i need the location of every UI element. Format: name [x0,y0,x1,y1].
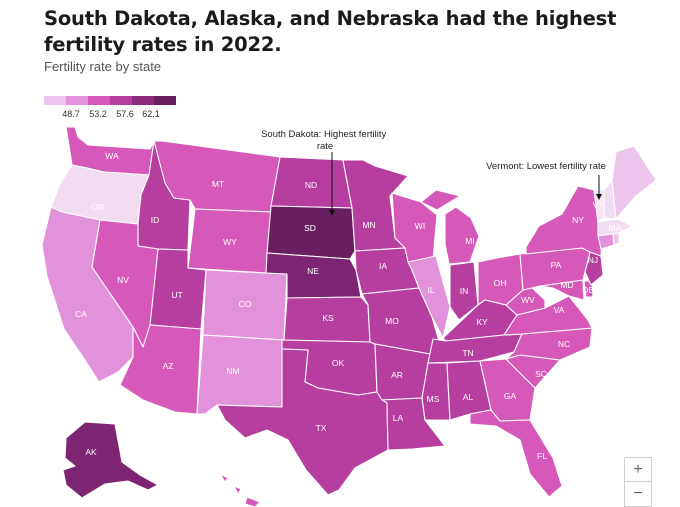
state-il[interactable] [407,255,451,339]
state-fl[interactable] [469,409,563,498]
annotation-text: South Dakota: Highest fertility rate [261,129,389,152]
annotation-arrowhead [596,194,602,200]
state-label-ar: AR [391,370,403,380]
state-label-nm: NM [226,366,239,376]
annotation-text: Vermont: Lowest fertility rate [486,161,606,172]
state-label-nv: NV [117,275,129,285]
zoom-out-button[interactable]: − [624,481,652,507]
chart-title: South Dakota, Alaska, and Nebraska had t… [44,7,617,56]
state-label-al: AL [463,392,474,402]
state-label-tx: TX [316,423,327,433]
state-label-vt: VT [593,200,604,210]
state-label-id: ID [151,215,160,225]
state-label-ny: NY [572,215,584,225]
state-label-nc: NC [558,339,570,349]
state-label-in: IN [460,286,469,296]
state-mi[interactable] [420,189,480,265]
legend-swatch-2 [66,96,88,105]
state-label-ca: CA [75,309,87,319]
chart-subtitle: Fertility rate by state [44,59,162,74]
state-ma[interactable] [597,218,633,237]
state-label-ut: UT [171,290,182,300]
state-label-md: MD [560,280,573,290]
legend-swatch-5 [132,96,154,105]
state-label-va: VA [554,305,565,315]
state-tx[interactable] [216,348,389,496]
state-ms[interactable] [421,362,451,421]
state-hi[interactable] [219,473,261,507]
color-legend: 48.7 53.2 57.6 62.1 [44,96,176,120]
state-label-tn: TN [462,348,473,358]
state-label-ms: MS [427,394,440,404]
state-co[interactable] [202,269,288,341]
annotation-vermont: Vermont: Lowest fertility rate [486,161,606,200]
state-label-az: AZ [163,361,174,371]
state-me[interactable] [611,145,657,220]
state-label-il: IL [427,285,434,295]
state-label-mi: MI [465,236,474,246]
state-label-co: CO [239,299,252,309]
state-label-hi: HI [234,492,243,502]
legend-label: 48.7 [62,109,80,119]
state-label-nd: ND [305,180,317,190]
legend-swatch-1 [44,96,66,105]
state-label-ak: AK [85,447,97,457]
legend-swatch-6 [154,96,176,105]
state-nm[interactable] [196,334,285,415]
state-sd[interactable] [266,205,356,260]
state-label-la: LA [393,413,404,423]
annotation-south-dakota: South Dakota: Highest fertility rate [261,129,389,216]
legend-label: 62.1 [142,109,160,119]
state-label-mn: MN [362,220,375,230]
state-label-sd: SD [304,223,316,233]
legend-label: 57.6 [116,109,134,119]
state-ri[interactable] [612,232,620,246]
state-ak[interactable] [62,421,159,499]
state-labels-layer: WA OR CA ID NV MT WY UT CO AZ NM ND SD NE KS OK TX MN IA MO… [75,151,622,502]
state-label-sc: SC [535,369,547,379]
legend-swatch-3 [88,96,110,105]
state-label-wi: WI [415,221,425,231]
state-label-ne: NE [307,266,319,276]
state-label-ks: KS [322,313,334,323]
state-label-fl: FL [537,451,547,461]
state-az[interactable] [119,324,202,415]
legend-swatch-4 [110,96,132,105]
state-label-or: OR [92,202,105,212]
state-label-ky: KY [476,317,488,327]
state-label-ma: MA [609,223,622,233]
state-label-wa: WA [105,151,119,161]
states-layer [41,126,657,507]
legend-label: 53.2 [89,109,107,119]
state-mn[interactable] [342,159,409,252]
state-label-wy: WY [223,237,237,247]
state-ny[interactable] [525,185,603,257]
state-label-ga: GA [504,391,517,401]
state-label-pa: PA [551,260,562,270]
state-label-ia: IA [379,261,387,271]
state-label-nj: NJ [588,255,598,265]
state-label-de: DE [582,285,594,295]
zoom-in-button[interactable]: + [624,457,652,483]
state-label-mt: MT [212,179,224,189]
state-label-mo: MO [385,316,399,326]
state-label-wv: WV [521,295,535,305]
state-in[interactable] [449,261,479,321]
annotation-arrowhead [329,210,335,216]
state-label-oh: OH [494,278,507,288]
state-label-ok: OK [332,358,345,368]
